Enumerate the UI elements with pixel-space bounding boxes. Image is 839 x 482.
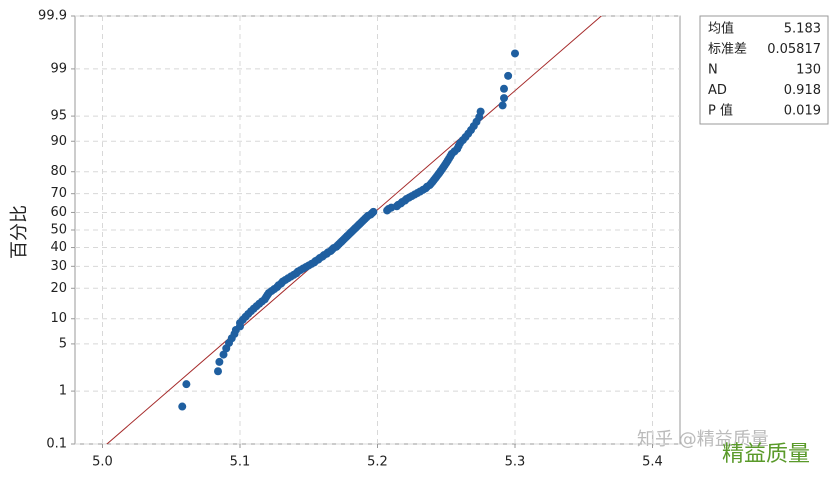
y-tick-label: 5 [59,336,67,351]
y-tick-label: 10 [50,311,67,326]
y-axis-label: 百分比 [9,205,30,259]
y-tick-label: 1 [59,384,67,399]
watermark: 知乎 @精益质量 [637,429,769,450]
data-point [500,94,508,103]
stat-label: 均值 [708,21,734,37]
data-point [215,357,224,366]
stats-box [699,15,829,125]
data-point [500,84,508,93]
y-tick-label: 95 [50,109,67,124]
stat-value: 0.918 [784,83,821,98]
y-tick-label: 50 [50,223,67,238]
data-point [498,101,507,110]
watermark-2: 精益质量 [722,442,810,467]
stat-value: 0.019 [784,104,821,119]
y-tick-label: 60 [50,205,67,220]
y-tick-label: 99 [50,61,67,76]
x-tick-label: 5.4 [642,455,663,470]
data-point [178,402,187,411]
stat-label: AD [708,83,727,98]
y-tick-label: 0.1 [46,437,67,452]
data-point [504,71,513,80]
x-tick-label: 5.3 [505,455,526,470]
stat-value: 130 [796,63,821,78]
data-point [369,207,378,216]
x-tick-label: 5.1 [230,455,251,470]
stat-label: 标准差 [708,42,747,57]
y-tick-label: 70 [50,186,67,201]
y-tick-label: 20 [50,281,67,296]
stats-table: 均值 5.183 标准差 0.05817 N 130 AD 0.918 P 值 0.019 [708,21,821,119]
stat-label: N [708,63,718,78]
data-point [214,367,222,376]
x-tick-label: 5.2 [367,455,388,470]
data-point [219,350,228,359]
stat-label: P 值 [708,103,733,119]
y-tick-label: 90 [50,134,67,149]
stat-value: 5.183 [784,22,821,37]
stat-value: 0.05817 [767,42,821,57]
data-point [182,380,191,389]
y-tick-label: 40 [50,240,67,255]
y-tick-label: 30 [50,259,67,274]
data-point [511,49,519,58]
x-tick-label: 5.0 [92,455,113,470]
data-point [476,107,485,116]
y-tick-label: 80 [50,164,67,179]
y-tick-label: 99.9 [38,9,67,24]
